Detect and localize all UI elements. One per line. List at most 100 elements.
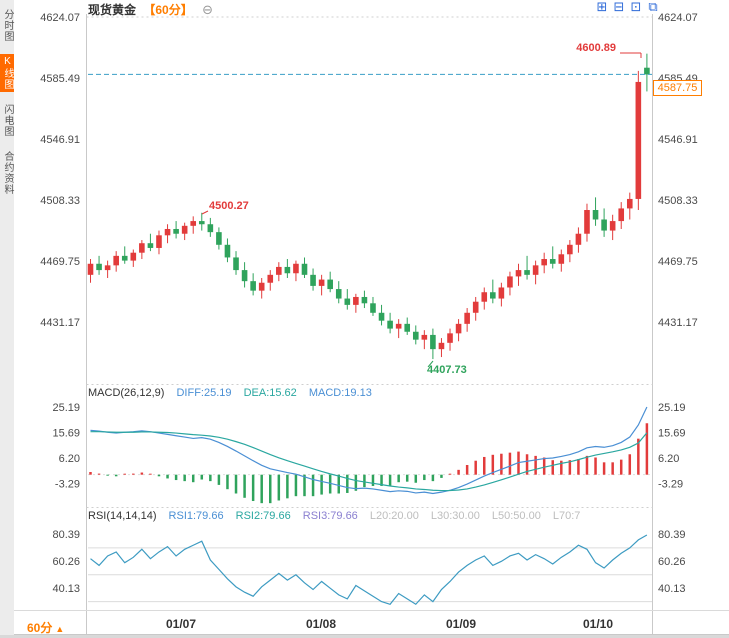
svg-text:40.13: 40.13 <box>658 583 686 595</box>
candle-body <box>644 67 650 75</box>
svg-text:40.13: 40.13 <box>52 583 80 595</box>
svg-text:4431.17: 4431.17 <box>40 317 80 329</box>
chart-titlebar: 现货黄金 【60分】 ⊖ <box>88 1 213 17</box>
footer-period-selector[interactable]: 60分 ▲ <box>27 619 64 636</box>
rsi-l70-value: L70:7 <box>552 510 581 522</box>
svg-text:15.69: 15.69 <box>52 428 80 440</box>
rsi2-value: RSI2:79.66 <box>235 510 291 522</box>
svg-text:15.69: 15.69 <box>658 428 686 440</box>
rsi-l50-value: L50:50.00 <box>491 510 541 522</box>
macd-title: MACD(26,12,9) <box>88 387 165 399</box>
candle-body <box>207 224 214 233</box>
macd-macd-value: MACD:19.13 <box>308 387 372 399</box>
svg-text:4469.75: 4469.75 <box>40 256 80 268</box>
candle-body <box>233 257 239 271</box>
candle-body <box>532 265 539 275</box>
layout-grid-icon[interactable]: ⊞ <box>596 0 608 14</box>
layout-chart-icon[interactable]: ⊡ <box>630 0 642 14</box>
sidebar-tab-kline-chart[interactable]: K线图 <box>0 54 14 92</box>
svg-text:60.26: 60.26 <box>658 556 686 568</box>
candle-body <box>464 312 470 324</box>
svg-text:4624.07: 4624.07 <box>658 12 698 24</box>
candle-body <box>318 279 325 286</box>
candle-body <box>472 301 479 313</box>
svg-text:80.39: 80.39 <box>658 529 686 541</box>
zoom-out-icon[interactable]: ⊖ <box>202 2 213 17</box>
candle-body <box>567 244 573 255</box>
candle-body <box>430 334 436 350</box>
candle-body <box>524 270 530 275</box>
candle-body <box>301 263 308 275</box>
candle-body <box>609 221 616 231</box>
layout-toolbar: ⊞ ⊟ ⊡ ⧉ <box>595 0 660 15</box>
macd-diff-line <box>90 406 648 495</box>
svg-text:4585.49: 4585.49 <box>40 73 80 85</box>
svg-text:4624.07: 4624.07 <box>40 12 80 24</box>
candle-body <box>293 263 299 274</box>
sidebar-tab-contract-info[interactable]: 合约资料 <box>2 151 13 195</box>
candlestick-layer <box>87 53 652 360</box>
svg-text:-3.29: -3.29 <box>658 479 683 491</box>
horizontal-scrollbar[interactable] <box>0 635 729 638</box>
candle-body <box>139 243 145 253</box>
candle-body <box>558 254 565 264</box>
sidebar-tab-time-chart[interactable]: 分时图 <box>2 9 13 42</box>
candle-body <box>549 259 556 264</box>
macd-dea-line <box>90 431 648 492</box>
last-price-badge: 4587.75 <box>653 80 702 96</box>
chart-grid <box>0 14 729 635</box>
candle-body <box>335 289 342 299</box>
rsi-line <box>90 534 648 606</box>
candle-body <box>276 266 282 275</box>
rsi-indicator-header: RSI(14,14,14) RSI1:79.66 RSI2:79.66 RSI3… <box>88 510 650 523</box>
svg-text:25.19: 25.19 <box>658 402 686 414</box>
svg-text:4546.91: 4546.91 <box>40 134 80 146</box>
date-label: 01/10 <box>583 617 613 631</box>
candle-body <box>96 263 102 271</box>
candle-body <box>507 276 513 288</box>
candle-body <box>224 244 231 258</box>
sidebar-tab-flash-chart[interactable]: 闪电图 <box>2 104 13 137</box>
candle-body <box>147 243 154 248</box>
candle-body <box>173 228 179 234</box>
candle-body <box>618 208 625 222</box>
candle-body <box>601 219 607 231</box>
svg-text:4508.33: 4508.33 <box>40 195 80 207</box>
candle-body <box>498 287 505 299</box>
layout-split-icon[interactable]: ⊟ <box>613 0 625 14</box>
candle-body <box>181 225 188 234</box>
candle-body <box>344 298 351 305</box>
high-price-label: 4600.89 <box>576 42 616 54</box>
svg-text:25.19: 25.19 <box>52 402 80 414</box>
svg-text:4431.17: 4431.17 <box>658 317 698 329</box>
date-label: 01/09 <box>446 617 476 631</box>
candle-body <box>310 274 316 286</box>
candle-body <box>541 259 547 266</box>
period-label: 【60分】 <box>143 3 193 17</box>
candle-body <box>284 266 291 274</box>
macd-indicator-header: MACD(26,12,9) DIFF:25.19 DEA:15.62 MACD:… <box>88 387 650 400</box>
low-price-label: 4407.73 <box>427 364 467 376</box>
rsi-title: RSI(14,14,14) <box>88 510 157 522</box>
peak-price-label: 4500.27 <box>209 200 249 212</box>
period-up-arrow-icon: ▲ <box>55 624 65 634</box>
candle-body <box>490 292 496 299</box>
rsi1-value: RSI1:79.66 <box>168 510 224 522</box>
layout-windows-icon[interactable]: ⧉ <box>648 0 658 14</box>
candle-body <box>481 292 488 302</box>
candle-body <box>515 270 522 277</box>
candle-body <box>113 255 119 266</box>
rsi-layer <box>90 534 648 606</box>
price-annotations: 4600.89 4500.27 4407.73 <box>201 42 642 376</box>
candle-body <box>156 235 162 248</box>
candle-body <box>164 228 171 236</box>
sidebar: 分时图 K线图 闪电图 合约资料 <box>0 0 14 638</box>
rsi-l30-value: L30:30.00 <box>430 510 480 522</box>
candle-body <box>241 270 248 282</box>
candle-body <box>216 232 222 245</box>
date-label: 01/08 <box>306 617 336 631</box>
candle-body <box>395 323 402 329</box>
